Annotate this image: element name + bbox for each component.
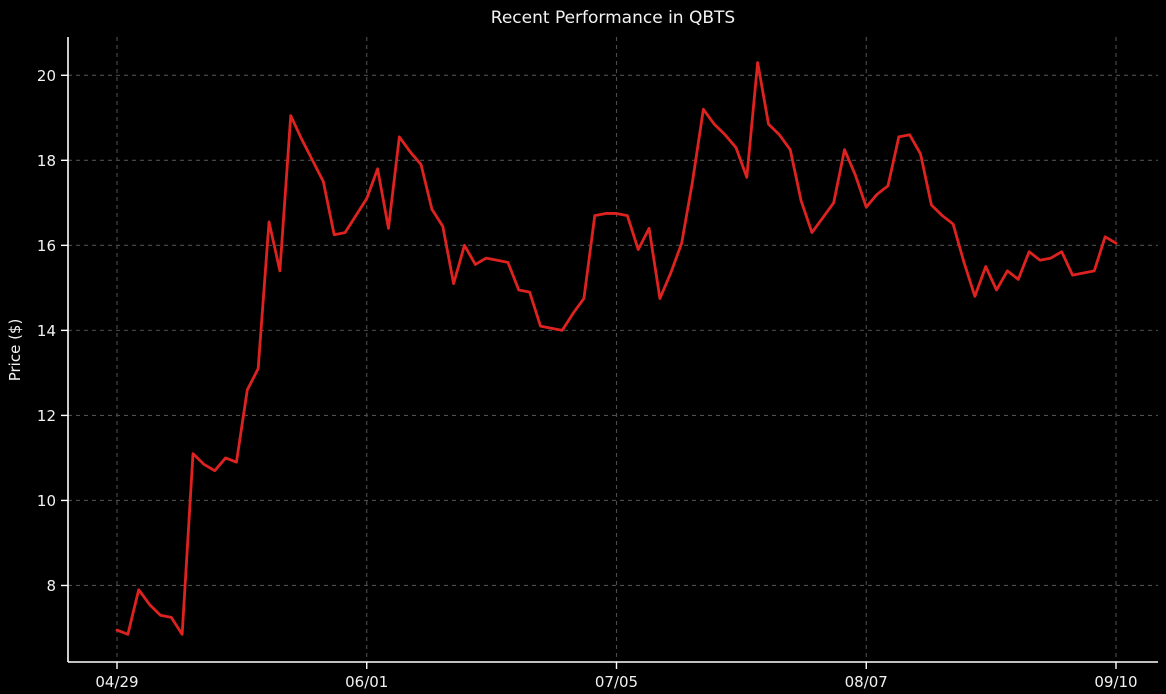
axis-spines-group xyxy=(67,37,1158,663)
price-line-series xyxy=(115,61,1118,636)
x-tick-label: 04/29 xyxy=(95,673,138,691)
y-tick-label: 20 xyxy=(37,67,56,85)
tick-labels-group: 8 10 12 14 16 18 20 04/29 06/01 07/05 08/07 09/10 xyxy=(37,67,1138,691)
y-tick-label: 8 xyxy=(46,577,56,595)
x-tick-label: 08/07 xyxy=(845,673,888,691)
y-axis-label: Price ($) xyxy=(6,319,24,382)
y-tick-label: 14 xyxy=(37,322,56,340)
price-series-group xyxy=(115,61,1118,636)
x-tick-label: 07/05 xyxy=(595,673,638,691)
tick-marks-group xyxy=(61,74,1117,669)
x-tick-label: 06/01 xyxy=(345,673,388,691)
y-tick-label: 16 xyxy=(37,237,56,255)
y-tick-label: 10 xyxy=(37,492,56,510)
y-tick-label: 18 xyxy=(37,152,56,170)
gridlines-group xyxy=(68,37,1158,662)
x-tick-label: 09/10 xyxy=(1094,673,1137,691)
y-tick-label: 12 xyxy=(37,407,56,425)
chart-title: Recent Performance in QBTS xyxy=(491,8,735,28)
